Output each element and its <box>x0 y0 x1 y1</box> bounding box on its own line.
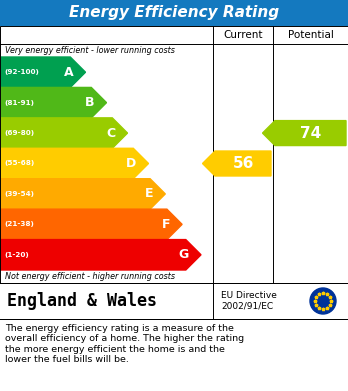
Polygon shape <box>1 57 86 88</box>
Polygon shape <box>1 148 149 179</box>
Text: D: D <box>126 157 136 170</box>
Text: Current: Current <box>223 30 263 40</box>
Text: England & Wales: England & Wales <box>7 292 157 310</box>
Bar <box>0 319 348 391</box>
Polygon shape <box>1 88 106 118</box>
Text: (39-54): (39-54) <box>4 191 34 197</box>
Text: (92-100): (92-100) <box>4 69 39 75</box>
Polygon shape <box>1 118 127 148</box>
Text: (81-91): (81-91) <box>4 100 34 106</box>
Text: Potential: Potential <box>287 30 333 40</box>
Text: (55-68): (55-68) <box>4 160 34 167</box>
Text: (21-38): (21-38) <box>4 221 34 227</box>
Polygon shape <box>262 120 346 145</box>
Text: Energy Efficiency Rating: Energy Efficiency Rating <box>69 5 279 20</box>
Circle shape <box>310 288 336 314</box>
Text: 2002/91/EC: 2002/91/EC <box>221 301 273 310</box>
Text: 74: 74 <box>300 126 321 141</box>
Text: B: B <box>85 96 94 109</box>
Polygon shape <box>1 179 165 209</box>
Bar <box>0 0 348 26</box>
Text: C: C <box>106 127 115 140</box>
Text: EU Directive: EU Directive <box>221 292 277 301</box>
Polygon shape <box>203 151 271 176</box>
Bar <box>0 26 348 283</box>
Bar <box>0 283 348 319</box>
Text: (1-20): (1-20) <box>4 252 29 258</box>
Text: Very energy efficient - lower running costs: Very energy efficient - lower running co… <box>5 46 175 55</box>
Text: A: A <box>64 66 73 79</box>
Text: F: F <box>161 218 170 231</box>
Text: G: G <box>179 248 189 261</box>
Polygon shape <box>1 209 182 240</box>
Polygon shape <box>1 240 201 270</box>
Text: Not energy efficient - higher running costs: Not energy efficient - higher running co… <box>5 272 175 281</box>
Text: 56: 56 <box>232 156 254 171</box>
Text: (69-80): (69-80) <box>4 130 34 136</box>
Text: E: E <box>145 187 153 201</box>
Text: The energy efficiency rating is a measure of the
overall efficiency of a home. T: The energy efficiency rating is a measur… <box>5 324 244 364</box>
